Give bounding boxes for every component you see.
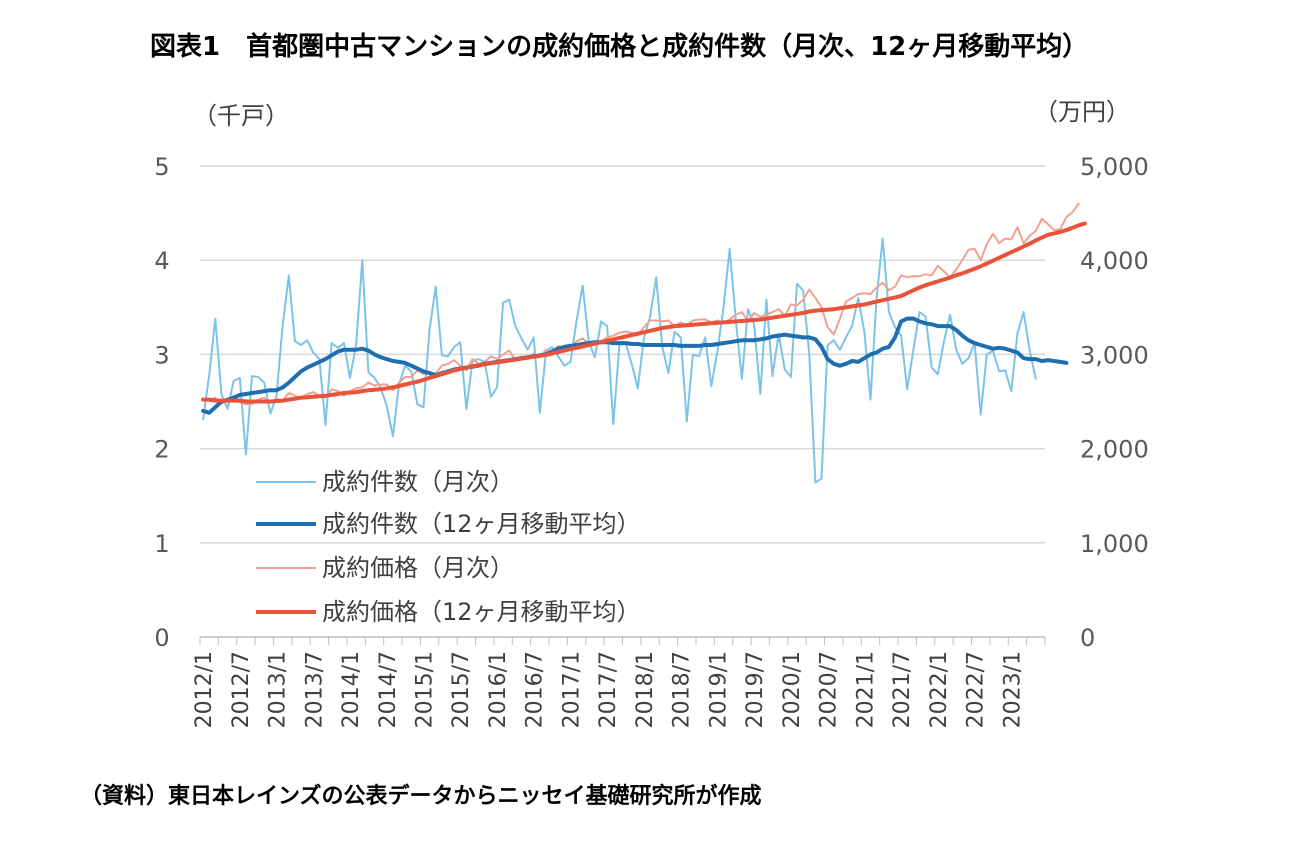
source-note: （資料）東日本レインズの公表データからニッセイ基礎研究所が作成 [80, 784, 762, 809]
x-tick-label: 2016/7 [523, 651, 548, 728]
x-tick-label: 2019/1 [706, 651, 731, 728]
right-tick-label: 1,000 [1080, 530, 1149, 558]
series-line-0 [202, 237, 1037, 484]
right-tick-label: 4,000 [1080, 247, 1149, 275]
x-tick-label: 2017/7 [596, 651, 621, 728]
chart-title: 図表1 首都圏中古マンションの成約価格と成約件数（月次、12ヶ月移動平均） [150, 32, 1089, 62]
x-tick-label: 2021/7 [890, 651, 915, 728]
series-line-3 [201, 221, 1087, 404]
legend-label: 成約件数（12ヶ月移動平均） [322, 510, 641, 538]
left-tick-label: 2 [154, 436, 169, 464]
x-axis: 2012/1 2012/7 2013/1 2013/7 2014/1 2014/7 2015… [192, 636, 1046, 728]
right-tick-label: 3,000 [1080, 341, 1149, 369]
x-tick-label: 2019/7 [743, 651, 768, 728]
right-axis-ticks: 0 1,000 2,000 3,000 4,000 5,000 [1080, 153, 1149, 652]
x-tick-label: 2023/1 [1000, 651, 1025, 728]
left-tick-label: 4 [154, 247, 169, 275]
right-tick-label: 0 [1080, 624, 1095, 652]
left-tick-label: 3 [154, 341, 169, 369]
left-tick-label: 5 [154, 153, 169, 181]
series-lines [201, 202, 1087, 484]
series-line-1 [201, 316, 1069, 415]
x-tick-label: 2017/1 [559, 651, 584, 728]
x-tick-label: 2020/7 [817, 651, 842, 728]
left-tick-label: 1 [154, 530, 169, 558]
legend-label: 成約価格（12ヶ月移動平均） [322, 598, 641, 626]
x-tick-label: 2022/7 [964, 651, 989, 728]
x-tick-label: 2013/7 [302, 651, 327, 728]
x-tick-label: 2014/1 [339, 651, 364, 728]
legend: 成約件数（月次） 成約件数（12ヶ月移動平均） 成約価格（月次） 成約価格（12ヶ月移… [256, 468, 641, 626]
left-axis-ticks: 0 1 2 3 4 5 [154, 153, 169, 652]
chart-svg: 0 1 2 3 4 5 0 1,000 2,000 3,000 4,000 5,000 （千戸） （… [154, 98, 1149, 728]
legend-label: 成約価格（月次） [322, 554, 514, 582]
x-tick-label: 2021/1 [853, 651, 878, 728]
series-line-2 [202, 202, 1080, 406]
right-tick-label: 5,000 [1080, 153, 1149, 181]
left-tick-label: 0 [154, 624, 169, 652]
x-tick-label: 2018/7 [670, 651, 695, 728]
x-tick-label: 2015/7 [449, 651, 474, 728]
x-tick-label: 2018/1 [633, 651, 658, 728]
right-tick-label: 2,000 [1080, 436, 1149, 464]
x-tick-label: 2015/1 [412, 651, 437, 728]
x-tick-label: 2012/1 [192, 651, 217, 728]
x-tick-label: 2022/1 [927, 651, 952, 728]
right-axis-unit: （万円） [1034, 98, 1130, 126]
x-tick-label: 2014/7 [376, 651, 401, 728]
x-tick-label: 2016/1 [486, 651, 511, 728]
x-tick-label: 2012/7 [229, 651, 254, 728]
legend-label: 成約件数（月次） [322, 468, 514, 496]
left-axis-unit: （千戸） [193, 102, 289, 130]
x-tick-label: 2020/1 [780, 651, 805, 728]
x-tick-label: 2013/1 [266, 651, 291, 728]
